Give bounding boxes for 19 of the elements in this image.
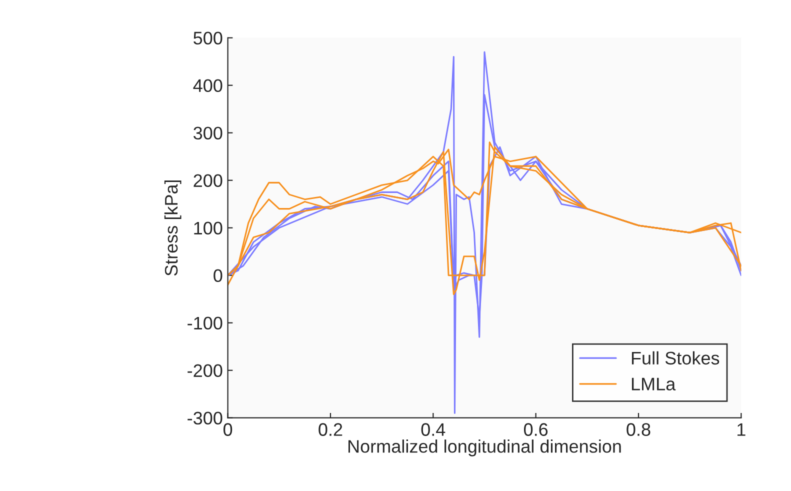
y-tick-label: 500 (194, 32, 222, 45)
y-tick-label: -200 (188, 364, 222, 378)
y-tick-label: -100 (188, 316, 222, 330)
x-axis-title: Normalized longitudinal dimension (348, 440, 621, 456)
y-tick-label: 300 (194, 126, 222, 140)
x-tick-label: 0 (223, 423, 232, 436)
y-tick-label: -300 (188, 412, 222, 425)
legend-label: LMLa (632, 378, 676, 390)
y-tick-label: 400 (193, 79, 222, 92)
x-tick-label: 0.2 (318, 423, 342, 436)
y-tick-label: 100 (194, 222, 222, 235)
legend-label: Full Stokes (632, 351, 720, 365)
x-tick-label: 1 (738, 423, 746, 436)
y-tick-label: 0 (214, 269, 222, 282)
y-axis-title: Stress [kPa] (164, 180, 182, 276)
y-tick-label: 200 (194, 174, 222, 188)
x-tick-label: 0.8 (626, 423, 650, 436)
x-tick-label: 0.4 (421, 423, 446, 436)
x-tick-label: 0.6 (524, 423, 548, 436)
